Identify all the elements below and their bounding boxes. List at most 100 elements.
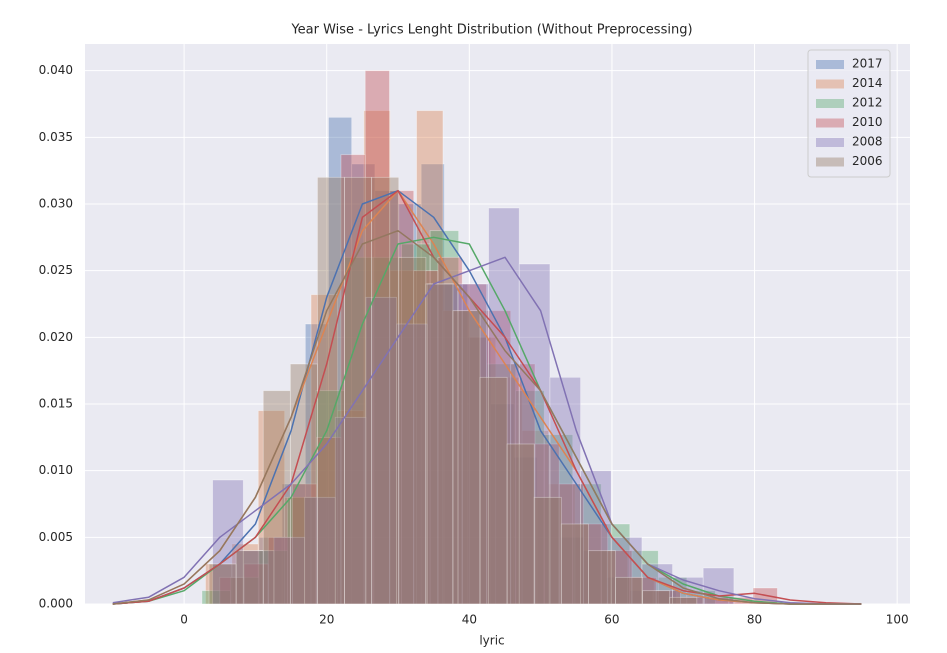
histogram-bar	[560, 523, 589, 605]
histogram-bar	[653, 590, 681, 605]
histogram-bar	[468, 336, 497, 605]
histogram-bar	[416, 110, 444, 605]
histogram-bar	[574, 523, 602, 605]
histogram-bar	[235, 550, 260, 605]
histogram-bar	[219, 576, 245, 605]
histogram-bar	[458, 310, 488, 605]
histogram-bar	[513, 456, 538, 605]
histogram-bar	[316, 436, 342, 605]
histogram-bar	[389, 190, 415, 605]
histogram-bar	[258, 536, 283, 605]
histogram-bar	[287, 496, 317, 605]
histogram-bar	[363, 110, 391, 605]
histogram-bar	[365, 296, 398, 605]
histogram-bar	[558, 483, 584, 605]
legend-swatch	[816, 99, 844, 108]
histogram-bar	[426, 283, 459, 605]
histogram-bar	[461, 283, 487, 605]
histogram-bar	[212, 563, 237, 605]
y-tick-label: 0.010	[39, 463, 73, 477]
histogram-bar	[372, 256, 402, 605]
histogram-bar	[328, 116, 353, 605]
histogram-bar	[212, 479, 244, 605]
x-tick-label: 80	[747, 613, 762, 627]
legend-label: 2014	[852, 76, 883, 90]
histogram-bar	[289, 363, 318, 605]
histogram-bar	[304, 496, 336, 605]
x-tick-label: 40	[462, 613, 477, 627]
histogram-bar	[267, 536, 293, 605]
histogram-bar	[486, 363, 517, 605]
histogram-bar	[588, 550, 616, 605]
legend-swatch	[816, 118, 844, 128]
histogram-bar	[488, 207, 520, 605]
histogram-bar	[235, 550, 264, 605]
histogram-bar	[230, 576, 260, 605]
histogram-bar	[629, 550, 659, 605]
histogram-bar	[536, 496, 561, 605]
histogram-bar	[467, 336, 492, 605]
histogram-bar	[273, 536, 306, 605]
histogram-bar	[413, 270, 439, 605]
histogram-bar	[315, 390, 345, 605]
histogram-bar	[425, 283, 454, 605]
histogram-bar	[443, 283, 468, 605]
histogram-bar	[364, 70, 390, 605]
histogram-bar	[548, 483, 576, 605]
x-tick-label: 0	[180, 613, 188, 627]
histogram-bar	[652, 590, 677, 605]
histogram-bar	[631, 576, 657, 605]
histogram-bar	[506, 443, 535, 605]
y-tick-label: 0.015	[39, 397, 73, 411]
histogram-bar	[371, 176, 400, 605]
histogram-bar	[457, 283, 489, 605]
histogram-bar	[600, 550, 629, 605]
histogram-bar	[600, 523, 631, 605]
histogram-bar	[669, 596, 698, 605]
histogram-bar	[374, 190, 399, 605]
histogram-bar	[607, 550, 633, 605]
histogram-bar	[521, 430, 549, 605]
legend-label: 2010	[852, 115, 883, 129]
histogram-bar	[486, 310, 512, 605]
histogram-bar	[583, 523, 609, 605]
histogram-bar	[397, 203, 422, 605]
legend-label: 2017	[852, 57, 883, 71]
histogram-bar	[396, 323, 428, 605]
histogram-bar	[292, 483, 318, 605]
histogram-bar	[452, 310, 481, 605]
histogram-bar	[281, 483, 306, 605]
histogram-bar	[606, 576, 631, 605]
histogram-bar	[437, 256, 463, 605]
histogram-bar	[304, 323, 329, 605]
histogram-bar	[533, 496, 562, 605]
legend-label: 2012	[852, 96, 883, 110]
histogram-bar	[344, 256, 374, 605]
legend-swatch	[816, 60, 844, 69]
histogram-bar	[208, 563, 237, 605]
y-tick-label: 0.035	[39, 130, 73, 144]
histogram-bar	[479, 376, 508, 605]
histogram-bar	[543, 434, 574, 605]
x-tick-label: 60	[604, 613, 619, 627]
histogram-bar	[679, 596, 706, 605]
histogram-bar	[495, 376, 523, 605]
histogram-bar	[344, 176, 373, 605]
x-axis-label: lyric	[479, 634, 504, 648]
legend-swatch	[816, 138, 844, 147]
histogram-bar	[655, 590, 681, 605]
histogram-bar	[334, 416, 367, 605]
histogram-bar	[243, 563, 269, 605]
histogram-bar	[627, 576, 655, 605]
chart-title: Year Wise - Lyrics Lenght Distribution (…	[290, 23, 692, 38]
histogram-bar	[615, 576, 644, 605]
histogram-bar	[559, 536, 584, 605]
x-tick-label: 20	[319, 613, 334, 627]
histogram-bar	[389, 270, 417, 605]
histogram-bar	[337, 410, 365, 605]
histogram-bar	[242, 550, 275, 605]
legend-label: 2006	[852, 154, 883, 168]
histogram-bar	[629, 590, 654, 605]
y-tick-label: 0.030	[39, 197, 73, 211]
y-tick-label: 0.005	[39, 530, 73, 544]
